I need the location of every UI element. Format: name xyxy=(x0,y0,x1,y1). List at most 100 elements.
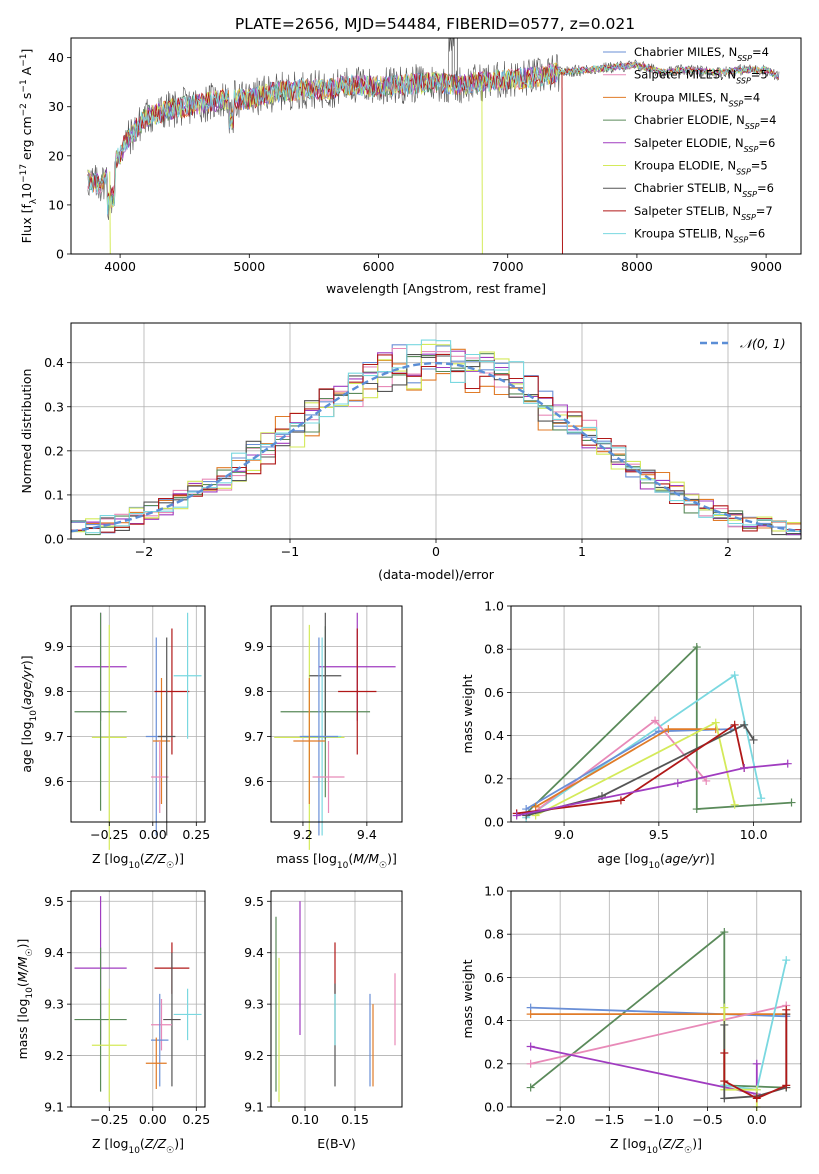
legend-label: Chabrier MILES, NSSP=4 xyxy=(634,45,769,63)
y-tick-label: 0.2 xyxy=(484,1056,504,1071)
y-tick-label: 9.7 xyxy=(44,729,64,744)
y-tick-label: 0.2 xyxy=(484,771,504,786)
x-tick-label: −1 xyxy=(281,544,299,559)
y-tick-label: 0.2 xyxy=(44,443,64,458)
weight-marker xyxy=(531,802,540,811)
x-tick-label: −2 xyxy=(135,544,153,559)
x-tick-label: 0.25 xyxy=(182,827,210,842)
weight-marker xyxy=(692,805,701,814)
x-axis-label: wavelength [Angstrom, rest frame] xyxy=(326,281,546,296)
weight-marker xyxy=(720,1077,729,1086)
y-tick-label: 0.1 xyxy=(44,487,64,502)
y-tick-label: 30 xyxy=(48,99,64,114)
weight-line xyxy=(530,1045,758,1096)
y-tick-label: 9.9 xyxy=(244,639,264,654)
legend-label: 𝒩(0, 1) xyxy=(740,336,786,351)
y-tick-label: 0.3 xyxy=(44,399,64,414)
axes-frame xyxy=(510,605,802,823)
weight-marker xyxy=(749,735,758,744)
weight-marker xyxy=(720,1020,729,1029)
legend-label: Kroupa STELIB, NSSP=6 xyxy=(634,227,765,245)
axes-frame xyxy=(70,890,206,1108)
x-tick-label: 1 xyxy=(578,544,586,559)
weight-marker xyxy=(730,671,739,680)
y-tick-label: 0.6 xyxy=(484,685,504,700)
y-tick-label: 9.9 xyxy=(44,639,64,654)
weight-line xyxy=(723,1009,788,1100)
weight-line xyxy=(516,762,788,817)
histogram-panel: −2 −1 0 1 2 0.0 0.1 0.2 0.3 0.4 (data-model)/error… xyxy=(19,322,802,582)
weight-marker xyxy=(752,1059,761,1068)
y-tick-label: 20 xyxy=(48,148,64,163)
figure-title: PLATE=2656, MJD=54484, FIBERID=0577, z=0… xyxy=(235,15,635,33)
y-tick-label: 0.8 xyxy=(484,642,504,657)
x-axis-label: Z [log10(Z/Z☉)] xyxy=(92,851,184,871)
x-tick-label: 0.0 xyxy=(747,1112,767,1127)
histogram-step xyxy=(71,343,801,533)
y-tick-label: 9.5 xyxy=(244,894,264,909)
y-tick-label: 9.8 xyxy=(44,684,64,699)
weight-marker xyxy=(720,928,729,937)
weight-line xyxy=(525,673,763,819)
legend-label: Chabrier ELODIE, NSSP=4 xyxy=(634,113,776,131)
spectrum-drop xyxy=(561,72,563,254)
y-tick-label: 9.5 xyxy=(44,894,64,909)
x-tick-label: 9000 xyxy=(750,259,782,274)
weight-marker xyxy=(757,794,766,803)
weight-line xyxy=(530,1004,787,1065)
legend-label: Salpeter MILES, NSSP=5 xyxy=(634,68,768,86)
x-tick-label: 8000 xyxy=(621,259,653,274)
axes-frame xyxy=(270,605,403,823)
age-weights-panel: 9.0 9.5 10.0 0.0 0.2 0.4 0.6 0.8 1.0 age [log10(a… xyxy=(460,599,802,871)
x-tick-label: 9.2 xyxy=(293,827,313,842)
legend-label: Kroupa ELODIE, NSSP=5 xyxy=(634,159,768,177)
weight-line xyxy=(516,723,745,815)
weight-marker xyxy=(783,759,792,768)
spectrum-lines xyxy=(87,38,780,254)
x-axis-label: age [log10(age/yr)] xyxy=(597,851,714,871)
x-tick-label: 0.10 xyxy=(291,1112,319,1127)
y-tick-label: 9.3 xyxy=(244,997,264,1012)
spectrum-line xyxy=(87,61,779,208)
x-tick-label: 9.5 xyxy=(649,827,669,842)
y-axis-label: mass [log10(M/M☉)] xyxy=(15,939,35,1060)
y-tick-label: 9.4 xyxy=(44,945,64,960)
y-tick-label: 9.6 xyxy=(244,774,264,789)
x-tick-label: 7000 xyxy=(492,259,524,274)
y-tick-label: 40 xyxy=(48,50,64,65)
histogram-step xyxy=(71,339,801,534)
weight-marker xyxy=(782,1005,791,1014)
weight-line xyxy=(535,728,716,808)
y-tick-label: 1.0 xyxy=(484,599,504,614)
spectrum-line xyxy=(87,61,779,215)
weight-marker xyxy=(720,1094,729,1103)
axes-frame xyxy=(70,605,206,823)
Z-vs-mass-panel: −0.25 0.00 0.25 9.1 9.2 9.3 9.4 9.5 Z [log10(Z/Z… xyxy=(15,890,210,1156)
legend-label: Kroupa MILES, NSSP=4 xyxy=(634,90,760,108)
x-tick-label: 6000 xyxy=(363,259,395,274)
y-axis-label: mass weight xyxy=(460,674,475,753)
weight-marker xyxy=(673,779,682,788)
weight-line xyxy=(724,959,788,1091)
y-tick-label: 9.4 xyxy=(244,945,264,960)
x-tick-label: 2 xyxy=(724,544,732,559)
x-axis-label: E(B-V) xyxy=(317,1136,356,1151)
weight-marker xyxy=(526,1083,535,1092)
weight-marker xyxy=(711,718,720,727)
x-tick-label: −0.25 xyxy=(90,827,128,842)
weight-marker xyxy=(512,811,521,820)
y-tick-label: 9.7 xyxy=(244,729,264,744)
histogram-step xyxy=(71,348,801,529)
y-tick-label: 1.0 xyxy=(484,884,504,899)
y-tick-label: 0.4 xyxy=(44,355,64,370)
x-tick-label: 0 xyxy=(432,544,440,559)
y-tick-label: 0.4 xyxy=(484,728,504,743)
x-axis-label: Z [log10(Z/Z☉)] xyxy=(92,1136,184,1156)
weight-marker xyxy=(740,720,749,729)
axes-frame xyxy=(70,37,802,255)
legend-label: Salpeter ELODIE, NSSP=6 xyxy=(634,136,775,154)
y-tick-label: 9.2 xyxy=(44,1048,64,1063)
weight-marker xyxy=(702,776,711,785)
weight-marker xyxy=(782,956,791,965)
